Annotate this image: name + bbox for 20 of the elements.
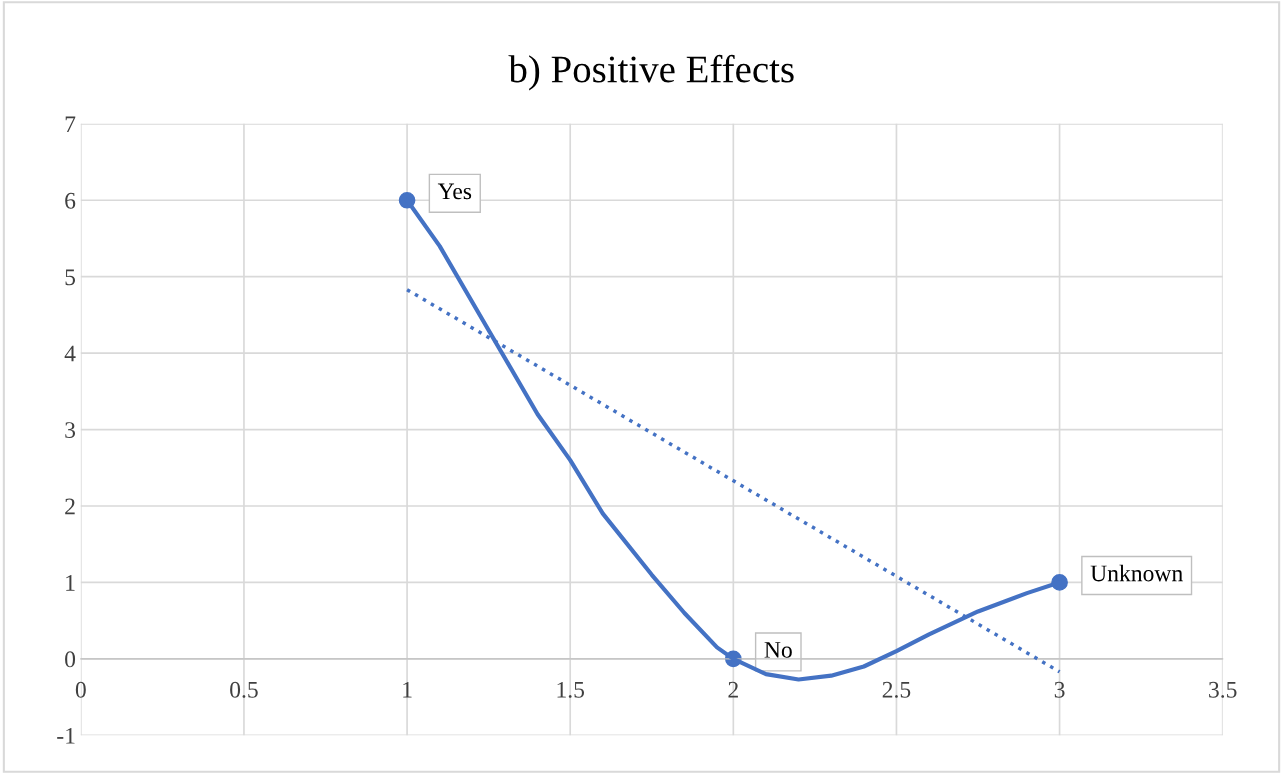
y-tick-label: -1: [57, 727, 75, 744]
x-tick-label: 3: [1054, 681, 1065, 698]
y-tick-label: 7: [65, 116, 76, 133]
annotation: Yes: [437, 183, 472, 200]
y-tick-label: 5: [65, 269, 76, 286]
x-tick-label: 3.5: [1209, 681, 1237, 698]
x-tick-label: 0.5: [230, 681, 258, 698]
annotation: Unknown: [1090, 564, 1183, 582]
y-tick-label: 6: [65, 192, 76, 209]
x-tick-label: 1: [403, 681, 412, 698]
x-tick-label: 1.5: [557, 681, 585, 698]
annotation: No: [764, 642, 792, 658]
x-tick-label: 2.5: [882, 681, 911, 698]
y-tick-label: 1: [66, 575, 75, 591]
y-tick-label: 2: [65, 498, 75, 515]
x-tick-label: 2: [728, 681, 738, 698]
y-tick-label: 4: [64, 345, 76, 362]
chart-title: b) Positive Effects: [508, 54, 794, 91]
y-tick-label: 0: [65, 651, 76, 668]
y-tick-label: 3: [65, 422, 76, 438]
